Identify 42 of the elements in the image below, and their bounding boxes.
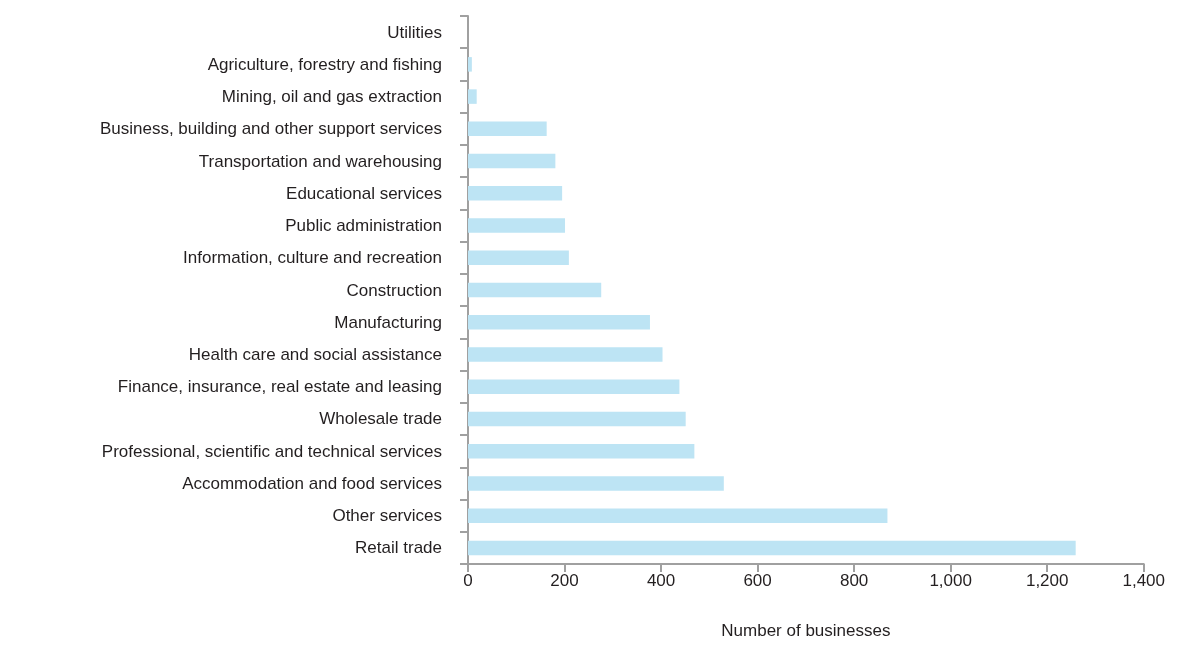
x-tick-label: 1,000 xyxy=(929,571,972,590)
y-tick-label: Transportation and warehousing xyxy=(198,151,442,171)
y-tick-label: Mining, oil and gas extraction xyxy=(221,87,442,107)
x-tick-label: 800 xyxy=(839,571,869,590)
bar xyxy=(468,508,888,523)
y-tick-label: Retail trade xyxy=(355,538,442,558)
y-tick-label: Public administration xyxy=(285,216,442,236)
y-tick-label: Agriculture, forestry and fishing xyxy=(207,54,442,74)
y-tick-label: Other services xyxy=(332,506,442,526)
x-tick-label: 600 xyxy=(743,571,772,590)
bar xyxy=(468,379,680,394)
x-tick-label: 200 xyxy=(550,571,579,590)
bar xyxy=(468,540,1076,556)
y-tick-label: Wholesale trade xyxy=(319,409,442,429)
bar xyxy=(468,282,602,298)
bar xyxy=(468,250,569,266)
bar xyxy=(468,57,472,72)
y-tick-label: Manufacturing xyxy=(334,312,442,332)
bar xyxy=(468,218,566,233)
bar xyxy=(468,347,663,362)
y-tick-label: Information, culture and recreation xyxy=(183,248,442,268)
y-tick-label: Accommodation and food services xyxy=(182,473,442,493)
y-tick-label: Educational services xyxy=(286,183,442,203)
y-tick-label: Utilities xyxy=(387,22,442,42)
x-tick-label: 0 xyxy=(463,571,473,590)
bar xyxy=(468,89,477,104)
y-tick-label: Construction xyxy=(346,280,442,300)
bar xyxy=(468,476,724,491)
y-tick-label: Finance, insurance, real estate and leasing xyxy=(117,377,442,397)
bar xyxy=(468,186,563,201)
bar xyxy=(468,443,695,459)
bar xyxy=(468,121,547,137)
bar xyxy=(468,153,556,169)
x-axis-title: Number of businesses xyxy=(721,621,891,640)
bar xyxy=(468,314,650,330)
y-tick-label: Professional, scientific and technical services xyxy=(101,441,442,461)
y-tick-label: Health care and social assistance xyxy=(188,344,442,364)
x-tick-label: 1,200 xyxy=(1025,571,1069,590)
y-tick-label: Business, building and other support services xyxy=(99,119,442,139)
bar xyxy=(468,411,686,427)
x-tick-label: 400 xyxy=(646,571,676,590)
x-tick-label: 1,400 xyxy=(1122,571,1165,590)
